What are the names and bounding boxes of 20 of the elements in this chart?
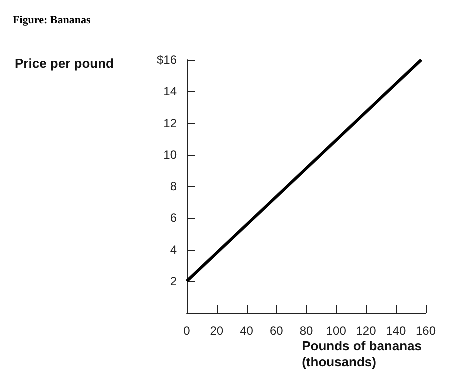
y-tick-label: 12: [164, 116, 178, 130]
y-tick-label: 4: [170, 242, 178, 257]
y-tick-label: 2: [170, 274, 178, 288]
y-tick-label: 8: [170, 180, 178, 194]
x-tick-label: 20: [210, 324, 224, 338]
x-axis-title: Pounds of bananas (thousands): [302, 338, 422, 370]
x-tick-label: 140: [386, 324, 406, 338]
y-axis-title: Price per pound: [15, 56, 114, 71]
x-tick-label: 0: [184, 324, 191, 338]
y-tick-label: $16: [156, 53, 178, 67]
x-tick-label: 80: [300, 324, 314, 338]
x-tick-label: 160: [416, 324, 436, 338]
y-tick-label: 14: [164, 84, 178, 99]
y-tick-label: 10: [164, 148, 178, 162]
x-tick-label: 100: [326, 324, 347, 338]
x-tick-label: 60: [270, 324, 284, 338]
x-tick-label: 40: [240, 324, 254, 338]
x-tick-label: 120: [356, 324, 377, 338]
text: Figure: Bananas: [13, 14, 92, 26]
y-tick-label: 6: [170, 211, 178, 226]
